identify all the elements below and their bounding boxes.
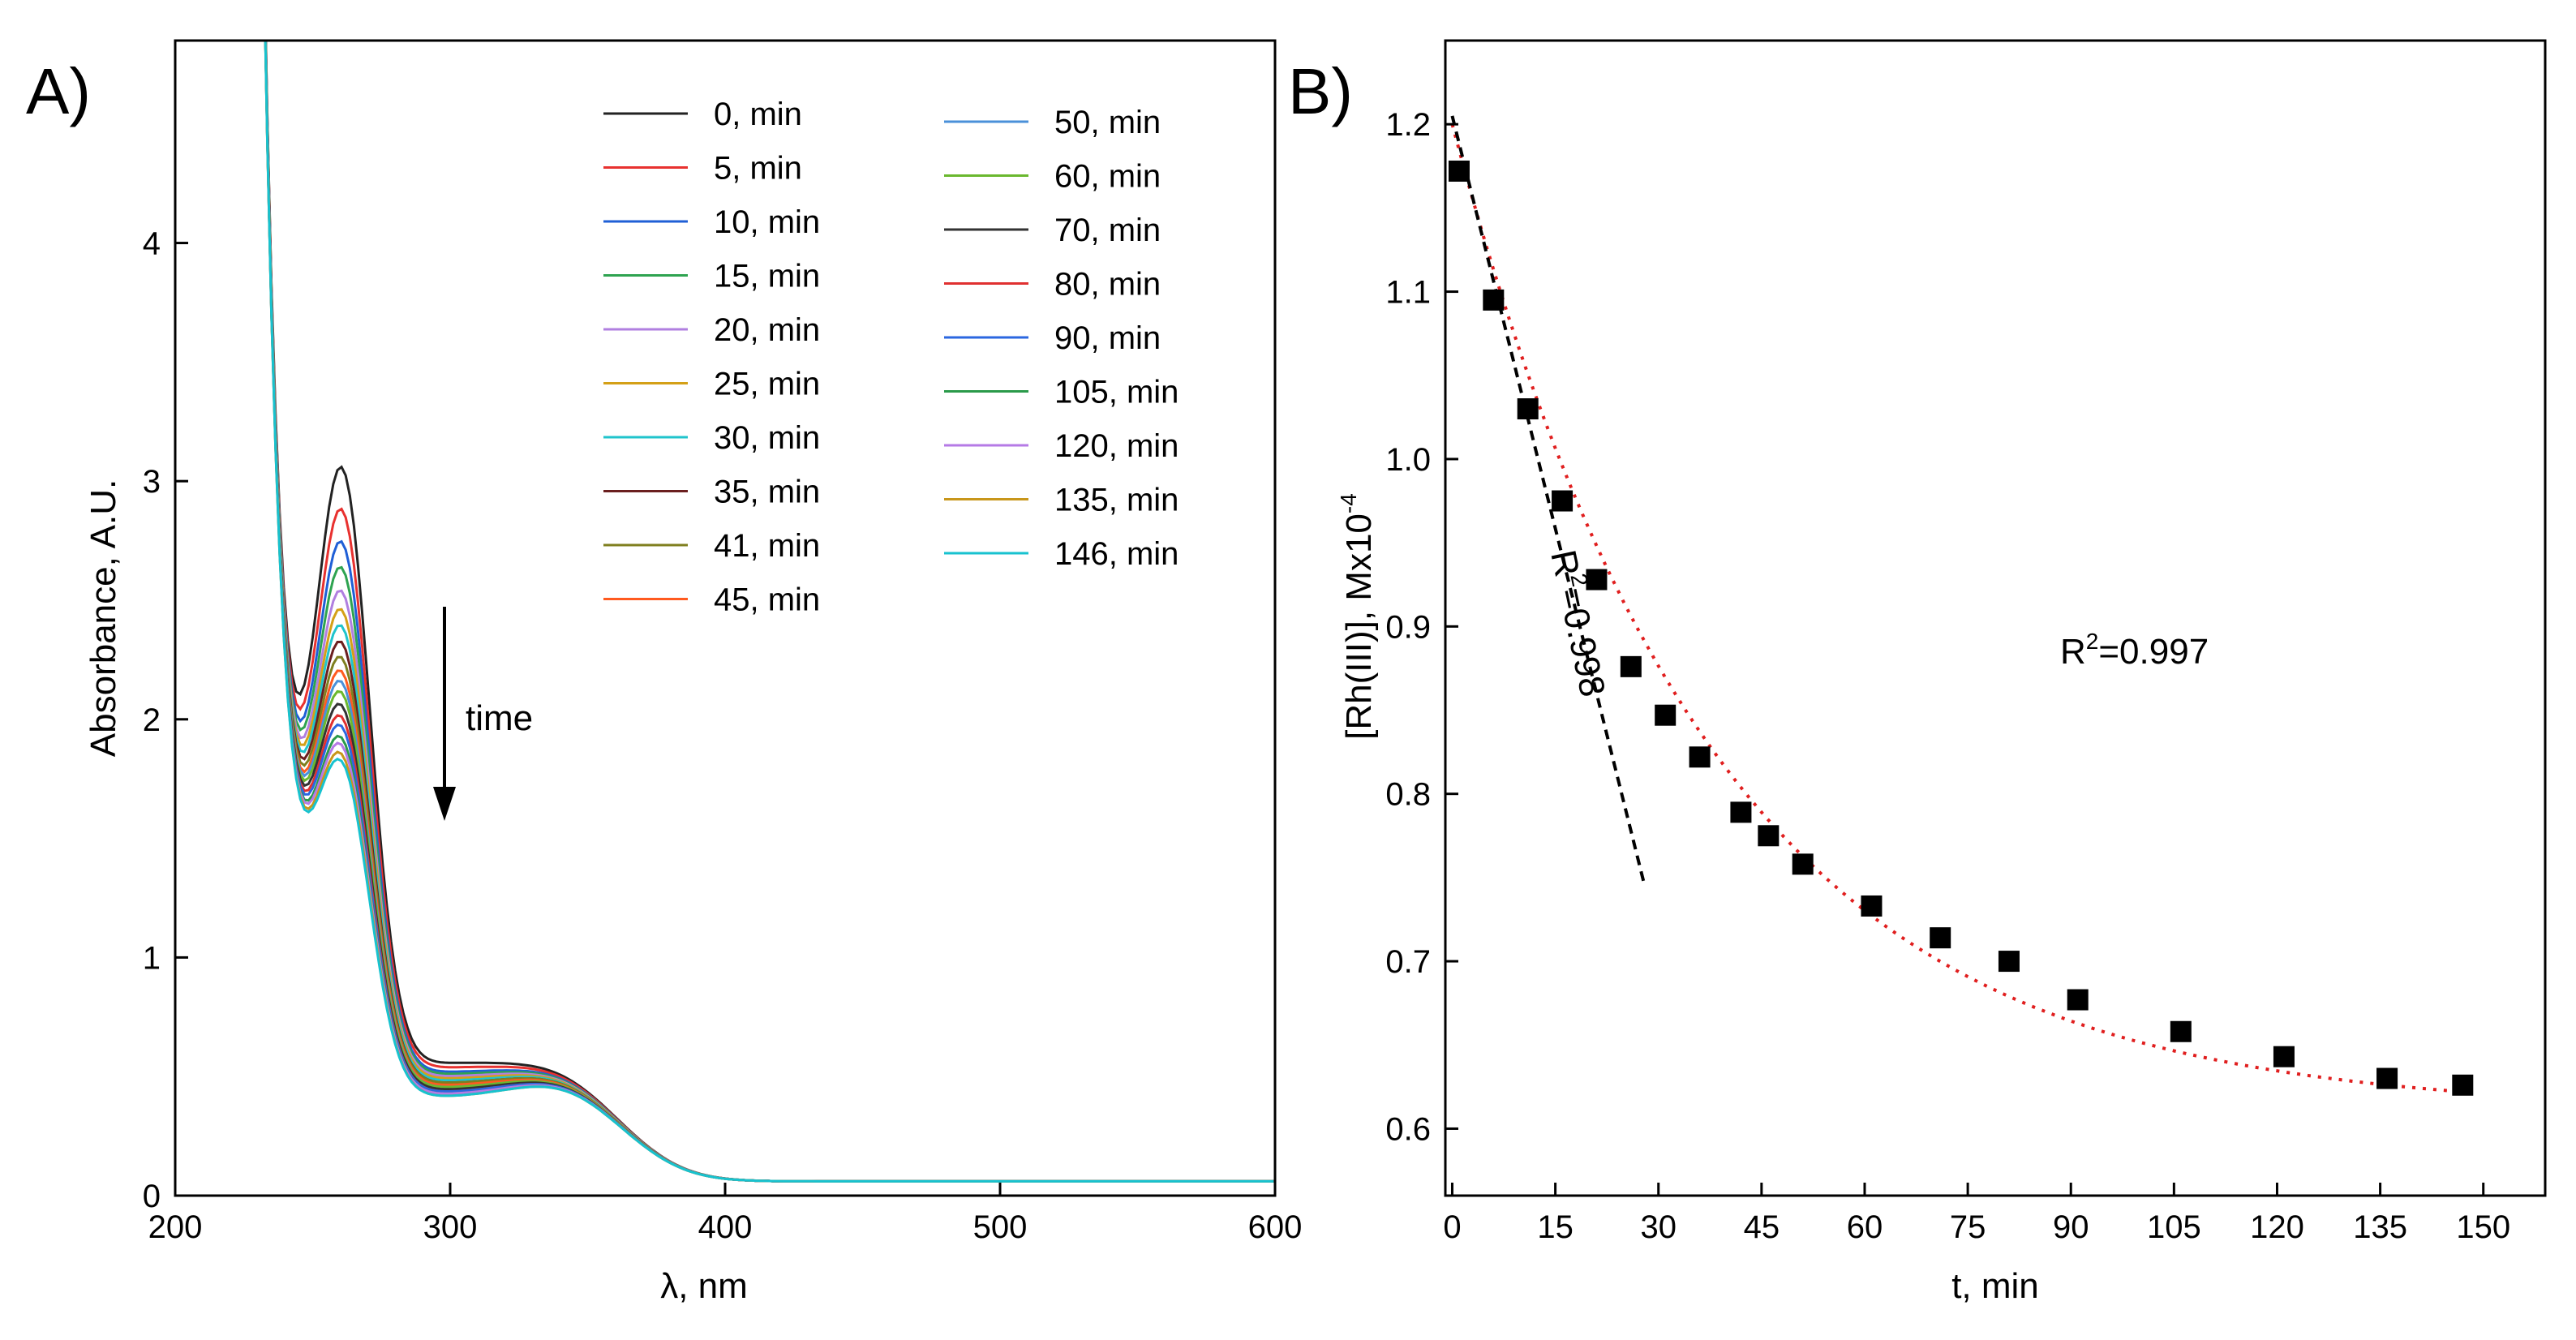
panel-a-x-ticks: 200 300 400 500 600 [148, 1183, 1303, 1245]
legend-label: 25, min [714, 367, 820, 402]
x-tick-label: 90 [2053, 1209, 2089, 1245]
y-tick-label: 0.7 [1385, 944, 1431, 980]
panel-b-y-ticks: 0.6 0.7 0.8 0.9 1.0 1.1 1.2 [1385, 107, 1458, 1147]
spectra-curves [264, 41, 1274, 1183]
r2-exp-label: R [2060, 632, 2086, 672]
y-tick-label: 1.0 [1385, 442, 1431, 478]
y-tick-label: 0 [143, 1179, 161, 1214]
data-point [1552, 490, 1574, 512]
x-tick-label: 45 [1744, 1209, 1780, 1245]
r2-exp-annotation: R2=0.997 [2060, 629, 2209, 672]
legend-label: 10, min [714, 204, 820, 240]
legend-label: 146, min [1054, 536, 1179, 572]
legend-label: 70, min [1054, 213, 1161, 248]
legend-label: 135, min [1054, 483, 1179, 518]
y-tick-label: 0.9 [1385, 609, 1431, 645]
data-point [2067, 989, 2089, 1011]
data-point [1689, 746, 1711, 768]
panel-b-x-axis-label: t, min [1951, 1266, 2039, 1306]
panel-b-plot-frame [1444, 39, 2547, 1197]
x-tick-label: 120 [2250, 1209, 2304, 1245]
x-tick-label: 150 [2456, 1209, 2510, 1245]
r2-exp-superscript: 2 [2086, 629, 2099, 654]
legend-label: 15, min [714, 259, 820, 294]
time-annotation: time [466, 698, 533, 738]
legend-label: 60, min [1054, 159, 1161, 195]
data-point [1861, 895, 1883, 917]
panel-a-y-ticks: 0 1 2 3 4 [143, 226, 188, 1214]
r2-linear-value: =0.998 [1551, 584, 1612, 700]
panel-b-y-axis-label: [Rh(III)], Mx10-4 [1336, 493, 1379, 740]
y-tick-label: 1.1 [1385, 275, 1431, 311]
x-tick-label: 105 [2147, 1209, 2201, 1245]
data-point [1586, 569, 1608, 591]
legend-label: 80, min [1054, 267, 1161, 303]
panel-a-legend: 0, min 5, min 10, min 15, min 20, min 25, min… [603, 97, 1179, 618]
fit-curves [1450, 115, 2470, 1094]
x-tick-label: 60 [1847, 1209, 1883, 1245]
x-tick-label: 15 [1537, 1209, 1574, 1245]
legend-label: 105, min [1054, 375, 1179, 410]
x-tick-label: 0 [1443, 1209, 1461, 1245]
data-point [2452, 1074, 2474, 1096]
x-tick-label: 75 [1950, 1209, 1986, 1245]
y-tick-label: 1 [143, 940, 161, 976]
legend-label: 0, min [714, 97, 802, 132]
x-tick-label: 300 [423, 1209, 478, 1245]
panel-b-label: B) [1288, 55, 1353, 127]
legend-label: 5, min [714, 151, 802, 187]
data-point [2273, 1046, 2295, 1067]
panel-a: A) 200 300 400 500 600 0 1 2 3 4 λ, nm Absorbanc… [26, 39, 1303, 1306]
x-tick-label: 500 [973, 1209, 1028, 1245]
data-point [1655, 704, 1677, 726]
legend-label: 90, min [1054, 320, 1161, 356]
legend-label: 50, min [1054, 105, 1161, 140]
data-points [1448, 160, 2474, 1096]
panel-b: B) 0 15 30 45 60 75 90 105 120 135 150 0.60.70.80.… [1288, 39, 2547, 1306]
data-point [1517, 398, 1539, 420]
panel-b-x-ticks: 0 15 30 45 60 75 90 105 120 135 150 [1443, 1183, 2510, 1245]
data-point [1758, 825, 1780, 847]
r2-exp-value: =0.997 [2098, 632, 2209, 672]
panel-a-y-axis-label: Absorbance, A.U. [84, 479, 123, 757]
data-point [1998, 951, 2020, 973]
data-point [1730, 801, 1752, 823]
time-arrow-head [433, 787, 456, 821]
y-tick-label: 1.2 [1385, 107, 1431, 143]
legend-label: 35, min [714, 475, 820, 510]
data-point [1483, 289, 1505, 311]
data-point [1448, 160, 1470, 182]
panel-a-label: A) [26, 55, 91, 127]
data-point [1620, 655, 1642, 677]
r2-linear-superscript: 2 [1565, 571, 1593, 589]
legend-label: 20, min [714, 312, 820, 348]
y-tick-label: 2 [143, 702, 161, 738]
y-tick-label: 0.8 [1385, 777, 1431, 813]
data-point [1792, 853, 1814, 875]
legend-label: 30, min [714, 420, 820, 456]
time-arrow: time [433, 607, 533, 821]
data-point [2170, 1020, 2192, 1042]
panel-a-x-axis-label: λ, nm [660, 1266, 748, 1306]
legend-label: 120, min [1054, 428, 1179, 464]
y-tick-label: 0.6 [1385, 1111, 1431, 1147]
spectrum-line [264, 41, 1274, 1183]
linear-fit-line [1450, 115, 1646, 887]
x-tick-label: 30 [1640, 1209, 1677, 1245]
exp-fit-line [1450, 123, 2470, 1094]
data-point [1930, 927, 1951, 949]
y-tick-label: 4 [143, 226, 161, 262]
y-tick-label: 3 [143, 464, 161, 500]
x-tick-label: 600 [1248, 1209, 1303, 1245]
data-point [2376, 1067, 2398, 1089]
x-tick-label: 135 [2353, 1209, 2407, 1245]
panel-b-y-axis-label-text: [Rh(III)], Mx10 [1339, 513, 1379, 740]
x-tick-label: 200 [148, 1209, 203, 1245]
x-tick-label: 400 [698, 1209, 753, 1245]
panel-b-y-axis-label-exponent: -4 [1336, 493, 1361, 513]
legend-label: 45, min [714, 582, 820, 618]
legend-label: 41, min [714, 528, 820, 564]
